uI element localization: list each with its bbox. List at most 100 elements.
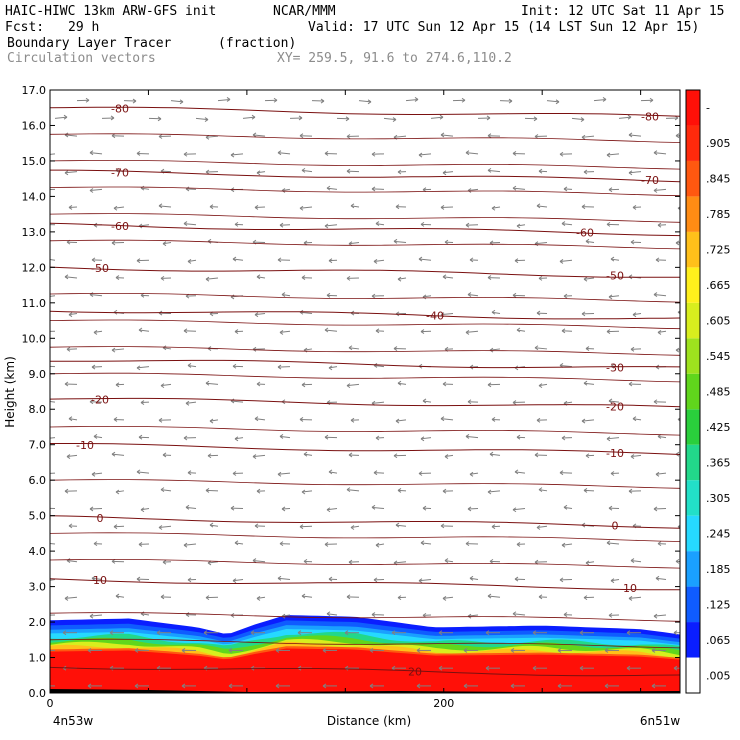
- vector-arrow: [350, 203, 360, 209]
- x-tick-label: 0: [47, 697, 54, 710]
- vector-arrow: [632, 416, 642, 422]
- vector-arrow: [491, 417, 501, 422]
- vector-arrow: [113, 417, 125, 422]
- colorbar-swatch: [686, 515, 700, 552]
- vector-arrow: [655, 471, 667, 477]
- vector-arrow: [561, 542, 573, 548]
- colorbar-label: .185: [706, 563, 731, 576]
- vector-arrow: [444, 454, 454, 459]
- colorbar-label: .425: [706, 421, 731, 434]
- vector-arrow: [281, 188, 291, 193]
- vector-arrow: [420, 329, 432, 335]
- vector-arrow: [181, 648, 196, 653]
- vector-arrow: [430, 114, 444, 120]
- vector-arrow: [536, 310, 548, 316]
- x-axis: 0 200: [47, 90, 642, 710]
- vector-arrow: [422, 294, 432, 300]
- vector-arrow: [205, 380, 219, 386]
- vector-arrow: [123, 98, 137, 104]
- vector-arrow: [559, 151, 573, 157]
- y-tick-label: 8.0: [29, 403, 47, 416]
- y-tick-label: 0.0: [29, 687, 47, 700]
- vector-arrow: [514, 258, 526, 264]
- vector-arrow: [393, 453, 407, 459]
- vector-arrow: [373, 259, 385, 264]
- vector-arrow: [50, 507, 56, 510]
- vector-arrow: [134, 683, 149, 689]
- vector-arrow: [346, 487, 360, 493]
- vector-arrow: [632, 205, 642, 210]
- vector-arrow: [254, 205, 266, 210]
- vector-arrow: [187, 470, 197, 476]
- vector-arrow: [610, 471, 620, 476]
- contour-line: [50, 266, 680, 278]
- vector-arrow: [585, 560, 595, 566]
- contour-label: -10: [76, 439, 94, 452]
- vector-arrow: [299, 205, 313, 211]
- contour-line: [50, 239, 680, 250]
- vector-arrow: [68, 312, 78, 318]
- vector-arrow: [195, 117, 209, 122]
- vector-arrow: [91, 471, 103, 477]
- vector-arrow: [440, 416, 454, 422]
- vector-arrow: [346, 134, 360, 139]
- vector-arrow: [138, 327, 150, 333]
- vector-arrow: [324, 151, 338, 156]
- x-axis-label: Distance (km): [327, 714, 411, 728]
- vector-arrow: [299, 524, 313, 530]
- vector-arrow: [93, 541, 103, 547]
- vector-arrow: [156, 630, 171, 636]
- vector-arrow: [68, 205, 78, 210]
- contour-line: [50, 186, 680, 197]
- y-axis-label: Height (km): [3, 356, 17, 427]
- contour-line: [50, 426, 680, 436]
- vector-arrow: [50, 437, 56, 439]
- vector-arrow: [487, 133, 501, 139]
- vector-arrow: [395, 204, 407, 210]
- vector-arrow: [538, 594, 548, 600]
- vector-arrow: [336, 116, 350, 122]
- vector-arrow: [563, 186, 573, 192]
- vector-arrow: [64, 488, 78, 494]
- vector-arrow: [604, 648, 619, 653]
- vector-arrow: [209, 418, 219, 424]
- vector-arrow: [626, 630, 641, 636]
- contour-line: [50, 133, 680, 143]
- colorbar-label: .605: [706, 315, 731, 328]
- vector-arrow: [651, 683, 666, 689]
- vector-arrow: [89, 150, 103, 156]
- vector-arrow: [183, 435, 197, 441]
- vector-arrow: [416, 683, 431, 689]
- contour-label: -70: [111, 167, 129, 180]
- vector-arrow: [581, 204, 595, 210]
- vector-arrow: [183, 542, 197, 548]
- vector-arrow: [209, 204, 219, 210]
- contour-line: [50, 558, 680, 569]
- colorbar-label: .905: [706, 137, 731, 150]
- vector-arrow: [50, 614, 56, 616]
- vector-arrow: [465, 329, 479, 335]
- vector-arrow: [487, 489, 501, 495]
- vector-arrow: [91, 257, 103, 263]
- vector-arrow: [585, 346, 595, 351]
- vector-arrow: [162, 345, 172, 351]
- vector-arrow: [608, 294, 620, 300]
- y-tick-label: 17.0: [22, 84, 47, 97]
- vector-arrow: [217, 97, 231, 102]
- colorbar-swatch: [686, 125, 700, 161]
- vector-arrow: [185, 186, 197, 192]
- vector-arrow: [422, 505, 432, 511]
- vector-arrow: [510, 648, 525, 653]
- vector-arrow: [444, 558, 454, 563]
- contour-line: [50, 169, 680, 183]
- vector-arrow: [87, 648, 102, 653]
- vector-arrow: [630, 239, 642, 245]
- vector-arrow: [467, 188, 479, 193]
- vector-arrow: [579, 630, 594, 636]
- vector-arrow: [487, 167, 501, 173]
- vector-arrow: [534, 345, 548, 351]
- vector-arrow: [111, 240, 125, 246]
- vector-arrow: [140, 507, 150, 513]
- vector-arrow: [275, 683, 290, 689]
- vector-arrow: [326, 611, 338, 617]
